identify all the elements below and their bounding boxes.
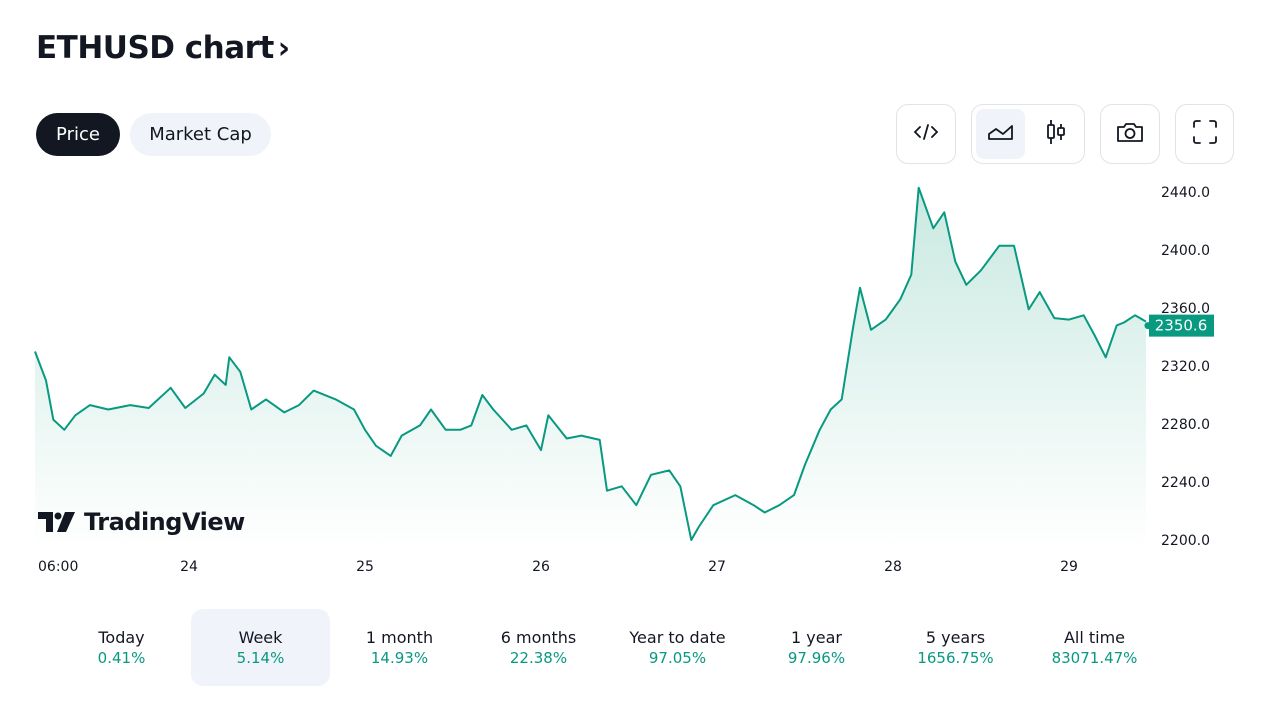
candlestick-icon: [1045, 119, 1067, 149]
price-chart[interactable]: 2200.0 2240.0 2280.0 2320.0 2360.0 2400.0 2440…: [0, 0, 1280, 600]
period-label: 5 years: [925, 628, 986, 647]
period-1-month[interactable]: 1 month 14.93%: [330, 609, 469, 686]
period-change: 5.14%: [236, 649, 285, 667]
tab-price[interactable]: Price: [36, 113, 120, 156]
price-axis: 2200.0 2240.0 2280.0 2320.0 2360.0 2400.0 2440…: [1161, 185, 1210, 549]
time-axis: 06:00 24 25 26 27 28 29: [38, 559, 1078, 575]
tradingview-logo-icon: [38, 512, 75, 532]
period-change: 14.93%: [370, 649, 429, 667]
fullscreen-button[interactable]: [1175, 104, 1234, 164]
period-today[interactable]: Today 0.41%: [52, 609, 191, 686]
snapshot-button[interactable]: [1100, 104, 1160, 164]
x-tick-label: 24: [180, 559, 198, 575]
period-change: 83071.47%: [1051, 649, 1138, 667]
price-line: [34, 186, 1147, 541]
y-tick-label: 2400.0: [1161, 243, 1210, 259]
area-style-button[interactable]: [976, 109, 1025, 159]
period-year-to-date[interactable]: Year to date 97.05%: [608, 609, 747, 686]
last-price-badge: [1149, 314, 1214, 337]
y-tick-label: 2200.0: [1161, 533, 1210, 549]
period-label: 1 year: [791, 628, 842, 647]
x-tick-label: 29: [1060, 559, 1078, 575]
period-selector: Today 0.41% Week 5.14% 1 month 14.93% 6 mon…: [52, 609, 1164, 686]
period-change: 97.05%: [648, 649, 707, 667]
period-label: Year to date: [629, 628, 726, 647]
y-tick-label: 2360.0: [1161, 301, 1210, 317]
period-1-year[interactable]: 1 year 97.96%: [747, 609, 886, 686]
x-tick-label: 06:00: [38, 559, 78, 575]
period-6-months[interactable]: 6 months 22.38%: [469, 609, 608, 686]
period-all-time[interactable]: All time 83071.47%: [1025, 609, 1164, 686]
y-tick-label: 2240.0: [1161, 475, 1210, 491]
y-tick-label: 2440.0: [1161, 185, 1210, 201]
y-tick-label: 2280.0: [1161, 417, 1210, 433]
period-label: 6 months: [500, 628, 577, 647]
y-tick-label: 2320.0: [1161, 359, 1210, 375]
period-change: 97.96%: [787, 649, 846, 667]
camera-icon: [1115, 120, 1145, 148]
tradingview-logo: TradingView: [38, 508, 245, 536]
period-label: All time: [1063, 628, 1126, 647]
price-area-fill: [35, 187, 1146, 548]
period-label: Today: [98, 628, 145, 647]
x-tick-label: 28: [884, 559, 902, 575]
tab-market-cap[interactable]: Market Cap: [130, 113, 271, 156]
last-price-label: 2350.6: [1144, 314, 1214, 337]
page-title: ETHUSD chart: [36, 30, 274, 66]
last-price-value: 2350.6: [1155, 317, 1208, 335]
period-5-years[interactable]: 5 years 1656.75%: [886, 609, 1025, 686]
x-tick-label: 26: [532, 559, 550, 575]
x-tick-label: 27: [708, 559, 726, 575]
period-label: Week: [238, 628, 283, 647]
embed-button[interactable]: [896, 104, 956, 164]
tradingview-watermark: TradingView: [84, 508, 245, 536]
candles-style-button[interactable]: [1031, 109, 1080, 159]
area-chart-icon: [987, 122, 1015, 146]
period-label: 1 month: [365, 628, 434, 647]
period-change: 1656.75%: [917, 649, 994, 667]
period-change: 22.38%: [509, 649, 568, 667]
period-week[interactable]: Week 5.14%: [191, 609, 330, 686]
period-change: 0.41%: [97, 649, 146, 667]
embed-code-icon: [913, 122, 939, 146]
chevron-right-icon: ›: [277, 30, 290, 66]
x-tick-label: 25: [356, 559, 374, 575]
chart-style-group: [971, 104, 1085, 164]
chart-title-link[interactable]: ETHUSD chart ›: [36, 30, 290, 66]
fullscreen-icon: [1192, 119, 1218, 149]
